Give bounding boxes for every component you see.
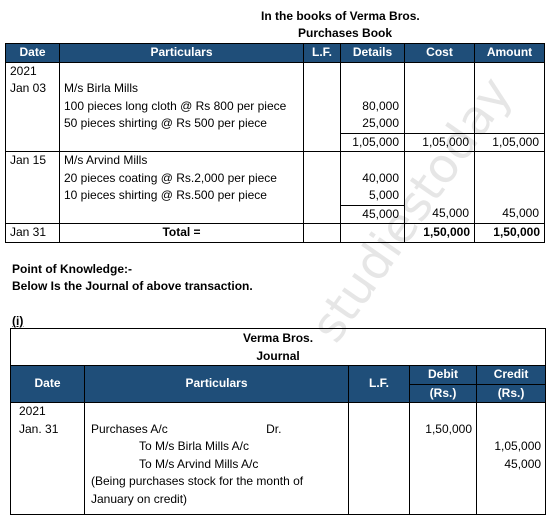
entry2-particulars: M/s Arvind Mills 20 pieces coating @ Rs.…: [59, 151, 304, 224]
entry2-item2-value: 5,000: [368, 188, 399, 202]
entry2-details: 40,000 5,000 45,000: [340, 151, 405, 224]
entry1-item2-value: 25,000: [362, 116, 399, 130]
knowledge-text: Below Is the Journal of above transactio…: [12, 279, 253, 293]
journal-debit-amount: 1,50,000: [425, 421, 472, 436]
entry2-amount: 45,000: [474, 151, 545, 224]
entry1-supplier: M/s Birla Mills: [64, 81, 138, 95]
journal-title: Journal: [256, 349, 300, 363]
col-amount: Amount: [474, 43, 545, 63]
entry1-details: 80,000 25,000 1,05,000: [340, 61, 405, 152]
journal-credit-cell: 1,05,000 45,000: [475, 402, 547, 515]
journal-lf-cell: [348, 402, 410, 515]
total-label: Total =: [59, 223, 304, 243]
journal-debit-account: Purchases A/c: [91, 421, 168, 436]
entry1-date-cell: 2021 Jan 03: [5, 61, 60, 152]
journal-credit-amount1: 1,05,000: [494, 439, 542, 453]
journal-debit-line: Purchases A/c Dr.: [91, 421, 344, 439]
entry2-item1: 20 pieces coating @ Rs.2,000 per piece: [64, 170, 277, 185]
entry2-cost: 45,000: [404, 151, 475, 224]
jcol-date: Date: [10, 365, 85, 403]
journal-credit-account1: To M/s Birla Mills A/c: [139, 439, 250, 453]
col-lf: L.F.: [303, 43, 341, 63]
purchases-book-title: Purchases Book: [298, 26, 393, 40]
journal-narration1: (Being purchases stock for the month of: [91, 474, 304, 488]
journal-credit-amount2: 45,000: [504, 456, 542, 471]
jcol-credit: Credit: [475, 365, 547, 385]
jcol-credit-unit: (Rs.): [475, 383, 547, 403]
total-row: Jan 31 Total = 1,50,000 1,50,000: [5, 223, 545, 243]
journal-debit-cell: 1,50,000: [409, 402, 477, 515]
total-amount: 1,50,000: [474, 223, 545, 243]
entry1-amount: 1,05,000: [474, 61, 545, 152]
journal-table: Verma Bros. Journal Date Particulars L.F…: [9, 328, 547, 515]
journal-date-cell: 2021 Jan. 31: [10, 402, 85, 515]
col-particulars: Particulars: [59, 43, 304, 63]
jcol-debit: Debit: [409, 365, 477, 385]
entry2-subtotal: 45,000: [341, 204, 404, 224]
entry1-item2: 50 pieces shirting @ Rs 500 per piece: [64, 116, 267, 130]
journal-title-cell: Verma Bros. Journal: [9, 328, 547, 366]
entry1-item1: 100 pieces long cloth @ Rs 800 per piece: [64, 98, 287, 113]
total-date: Jan 31: [5, 223, 60, 243]
entry1-subtotal: 1,05,000: [341, 132, 404, 152]
table-row: Jan 15 M/s Arvind Mills 20 pieces coatin…: [5, 151, 545, 224]
entry1-lf: [303, 61, 341, 152]
col-cost: Cost: [404, 43, 475, 63]
journal-dr: Dr.: [266, 421, 282, 436]
entry1-item1-value: 80,000: [362, 98, 399, 113]
journal-marker: (i): [12, 314, 24, 328]
knowledge-heading: Point of Knowledge:-: [12, 262, 132, 276]
journal-entry-row: 2021 Jan. 31 Purchases A/c Dr. To M/s Bi…: [10, 402, 547, 515]
journal-year: 2021: [19, 404, 46, 418]
purchases-book-table: Date Particulars L.F. Details Cost Amoun…: [5, 43, 545, 243]
books-heading: In the books of Verma Bros.: [261, 9, 420, 23]
entry2-lf: [303, 151, 341, 224]
table-row: 2021 Jan 03 M/s Birla Mills 100 pieces l…: [5, 61, 545, 152]
entry1-date: Jan 03: [10, 81, 47, 95]
jcol-lf: L.F.: [348, 365, 410, 403]
journal-credit-account2: To M/s Arvind Mills A/c: [139, 456, 259, 471]
entry1-cost: 1,05,000: [404, 61, 475, 152]
total-details: [340, 223, 405, 243]
entry2-item1-value: 40,000: [362, 170, 399, 185]
entry2-date: Jan 15: [5, 151, 60, 224]
total-lf: [303, 223, 341, 243]
journal-narration2: January on credit): [91, 491, 188, 506]
jcol-debit-unit: (Rs.): [409, 383, 477, 403]
total-cost: 1,50,000: [404, 223, 475, 243]
col-date: Date: [5, 43, 60, 63]
journal-date: Jan. 31: [19, 421, 59, 436]
col-details: Details: [340, 43, 405, 63]
entry2-supplier: M/s Arvind Mills: [64, 153, 148, 167]
entry1-particulars: M/s Birla Mills 100 pieces long cloth @ …: [59, 61, 304, 152]
jcol-particulars: Particulars: [84, 365, 349, 403]
entry2-item2: 10 pieces shirting @ Rs.500 per piece: [64, 188, 267, 202]
journal-company: Verma Bros.: [243, 331, 314, 345]
entry1-year: 2021: [10, 63, 37, 78]
journal-particulars: Purchases A/c Dr. To M/s Birla Mills A/c…: [84, 402, 349, 515]
